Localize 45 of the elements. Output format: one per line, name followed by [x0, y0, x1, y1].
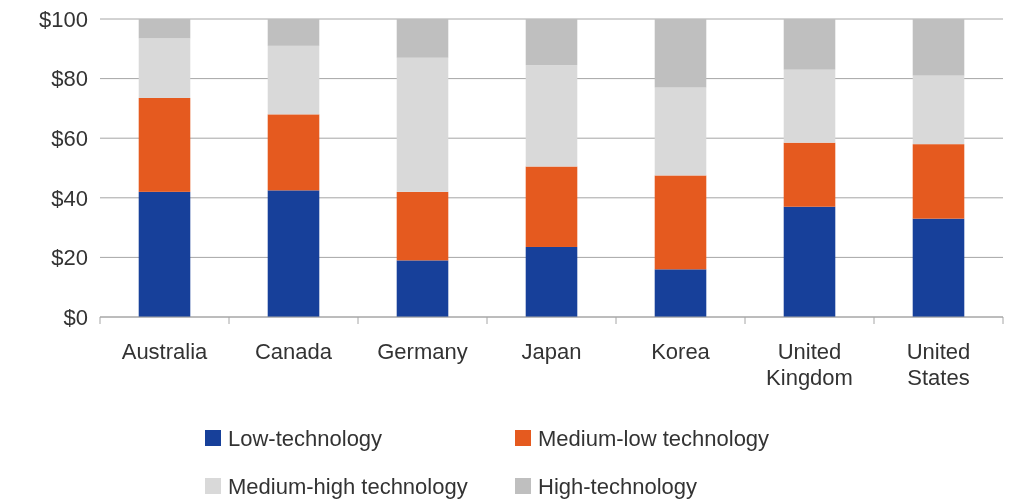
bar	[138, 97, 191, 192]
bar	[912, 19, 965, 76]
bar	[396, 191, 449, 261]
y-tick-label: $80	[51, 66, 88, 92]
y-tick-label: $20	[51, 245, 88, 271]
bar	[654, 87, 707, 176]
legend-label: Medium-high technology	[228, 473, 468, 499]
bar	[267, 114, 320, 191]
bar	[783, 69, 836, 143]
y-tick-label: $100	[39, 6, 88, 32]
legend-label: Low-technology	[228, 425, 383, 451]
bar	[267, 45, 320, 115]
bar	[138, 19, 191, 39]
bar	[654, 269, 707, 317]
legend-label: High-technology	[538, 473, 697, 499]
x-tick-label: Japan	[521, 339, 582, 364]
y-tick-label: $40	[51, 185, 88, 211]
y-tick-label: $60	[51, 125, 88, 151]
bar	[654, 19, 707, 88]
bar	[912, 144, 965, 219]
bar	[525, 166, 578, 247]
x-tick-label: Canada	[254, 339, 333, 364]
bar	[912, 218, 965, 317]
bar	[138, 191, 191, 317]
x-tick-label: United Kingdom	[766, 339, 853, 390]
legend-label: Medium-low technology	[538, 425, 770, 451]
bar	[396, 260, 449, 317]
bar	[912, 75, 965, 145]
y-tick-label: $0	[63, 304, 88, 330]
x-tick-label: Australia	[121, 339, 209, 364]
bar	[396, 57, 449, 192]
bar	[525, 65, 578, 167]
x-tick-label: Korea	[651, 339, 711, 364]
bar	[783, 142, 836, 207]
x-tick-label: Germany	[377, 339, 468, 364]
bar	[783, 19, 836, 70]
bar	[654, 175, 707, 270]
bar	[396, 19, 449, 58]
bar	[525, 19, 578, 66]
bar	[267, 19, 320, 46]
bar	[267, 190, 320, 317]
bar	[138, 38, 191, 98]
bar	[525, 246, 578, 317]
bar	[783, 206, 836, 317]
x-tick-label: United States	[906, 339, 971, 390]
